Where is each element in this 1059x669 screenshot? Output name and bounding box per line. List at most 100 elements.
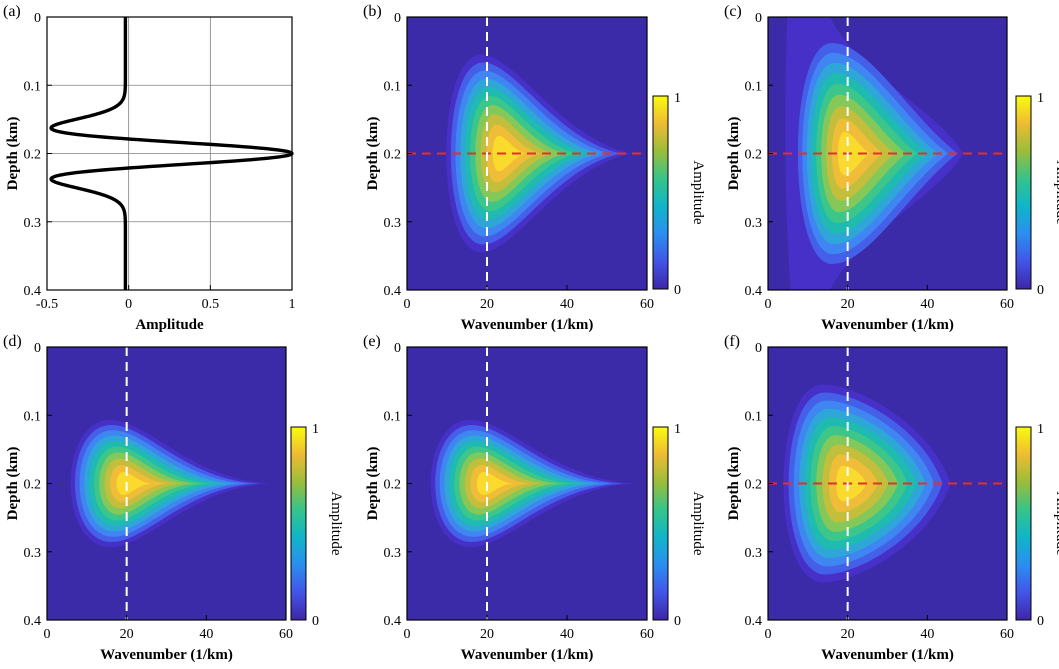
- x-tick-label: 0: [404, 627, 411, 642]
- y-tick-label: 0.1: [384, 409, 402, 424]
- y-tick-label: 0.3: [384, 216, 402, 231]
- x-tick-label: -0.5: [36, 297, 58, 312]
- x-tick-label: 0: [765, 627, 772, 642]
- y-tick-label: 0: [394, 341, 401, 356]
- x-axis-label: Wavenumber (1/km): [100, 647, 233, 663]
- heatmap: [768, 347, 1007, 620]
- y-axis-label: Depth (km): [5, 447, 21, 521]
- x-axis-label: Wavenumber (1/km): [461, 647, 594, 663]
- x-tick-label: 60: [279, 627, 293, 642]
- x-tick-label: 40: [920, 627, 934, 642]
- y-tick-label: 0.3: [384, 546, 402, 561]
- y-tick-label: 0.4: [24, 614, 42, 629]
- colorbar: [1015, 426, 1032, 621]
- x-tick-label: 1: [289, 297, 296, 312]
- colorbar-min-label: 0: [1037, 614, 1044, 629]
- y-axis-label: Depth (km): [726, 117, 742, 191]
- x-axis-label: Wavenumber (1/km): [461, 317, 594, 333]
- y-tick-label: 0.4: [745, 614, 763, 629]
- panel-label: (b): [363, 3, 382, 20]
- y-tick-label: 0.3: [24, 216, 42, 231]
- y-axis-label: Depth (km): [5, 117, 21, 191]
- x-tick-label: 60: [1000, 627, 1014, 642]
- colorbar-max-label: 1: [1037, 422, 1044, 437]
- y-tick-label: 0.3: [745, 546, 763, 561]
- x-tick-label: 0: [404, 297, 411, 312]
- y-tick-label: 0: [394, 11, 401, 26]
- y-tick-label: 0.3: [745, 216, 763, 231]
- colorbar-label: Amplitude: [1053, 491, 1059, 556]
- x-tick-label: 60: [640, 627, 654, 642]
- y-tick-label: 0.2: [384, 148, 402, 163]
- x-axis-label: Wavenumber (1/km): [821, 317, 954, 333]
- y-tick-label: 0.4: [745, 284, 763, 299]
- panel-label: (a): [3, 3, 21, 20]
- x-axis-label: Amplitude: [135, 317, 204, 333]
- x-tick-label: 60: [640, 297, 654, 312]
- x-tick-label: 0: [125, 297, 132, 312]
- x-tick-label: 60: [1000, 297, 1014, 312]
- x-tick-label: 20: [120, 627, 134, 642]
- y-tick-label: 0: [755, 11, 762, 26]
- colorbar: [652, 426, 669, 621]
- colorbar-label: Amplitude: [328, 491, 344, 556]
- x-tick-label: 20: [480, 297, 494, 312]
- x-tick-label: 20: [841, 627, 855, 642]
- colorbar-max-label: 1: [674, 91, 681, 106]
- y-tick-label: 0.1: [24, 409, 42, 424]
- y-tick-label: 0: [34, 341, 41, 356]
- colorbar: [1015, 95, 1032, 290]
- y-tick-label: 0.1: [745, 79, 763, 94]
- y-tick-label: 0.4: [384, 614, 402, 629]
- y-tick-label: 0.2: [24, 478, 42, 493]
- colorbar-max-label: 1: [674, 422, 681, 437]
- y-axis-label: Depth (km): [365, 447, 381, 521]
- y-tick-label: 0.3: [24, 546, 42, 561]
- y-tick-label: 0.4: [24, 284, 42, 299]
- x-tick-label: 40: [560, 627, 574, 642]
- contour-level: [492, 135, 527, 172]
- heatmap: [407, 17, 647, 290]
- heatmap: [47, 347, 286, 620]
- y-axis-label: Depth (km): [365, 117, 381, 191]
- x-tick-label: 20: [841, 297, 855, 312]
- colorbar: [290, 426, 307, 621]
- y-tick-label: 0: [755, 341, 762, 356]
- y-tick-label: 0.4: [384, 284, 402, 299]
- y-tick-label: 0.2: [384, 478, 402, 493]
- x-axis-label: Wavenumber (1/km): [821, 647, 954, 663]
- x-tick-label: 40: [920, 297, 934, 312]
- y-tick-label: 0.1: [745, 409, 763, 424]
- y-tick-label: 0.2: [745, 478, 763, 493]
- colorbar-max-label: 1: [312, 422, 319, 437]
- y-tick-label: 0.1: [384, 79, 402, 94]
- x-tick-label: 0: [765, 297, 772, 312]
- heatmap: [407, 347, 647, 620]
- panel-label: (e): [363, 333, 381, 350]
- y-tick-label: 0.2: [24, 148, 42, 163]
- panel-label: (d): [3, 333, 22, 350]
- x-tick-label: 40: [199, 627, 213, 642]
- heatmap: [768, 17, 1007, 290]
- y-tick-label: 0.1: [24, 79, 42, 94]
- y-axis-label: Depth (km): [726, 447, 742, 521]
- colorbar-min-label: 0: [674, 614, 681, 629]
- x-tick-label: 0.5: [202, 297, 220, 312]
- colorbar-label: Amplitude: [690, 160, 706, 225]
- x-tick-label: 0: [44, 627, 51, 642]
- colorbar-min-label: 0: [674, 283, 681, 298]
- y-tick-label: 0.2: [745, 148, 763, 163]
- colorbar-min-label: 0: [1037, 283, 1044, 298]
- contour-level: [837, 131, 870, 176]
- colorbar-label: Amplitude: [690, 491, 706, 556]
- colorbar: [652, 95, 669, 290]
- colorbar-min-label: 0: [312, 614, 319, 629]
- colorbar-label: Amplitude: [1053, 160, 1059, 225]
- contour-level: [116, 472, 153, 495]
- panel-label: (f): [724, 333, 740, 350]
- y-tick-label: 0: [34, 11, 41, 26]
- x-tick-label: 40: [560, 297, 574, 312]
- panel-label: (c): [724, 3, 742, 20]
- colorbar-max-label: 1: [1037, 91, 1044, 106]
